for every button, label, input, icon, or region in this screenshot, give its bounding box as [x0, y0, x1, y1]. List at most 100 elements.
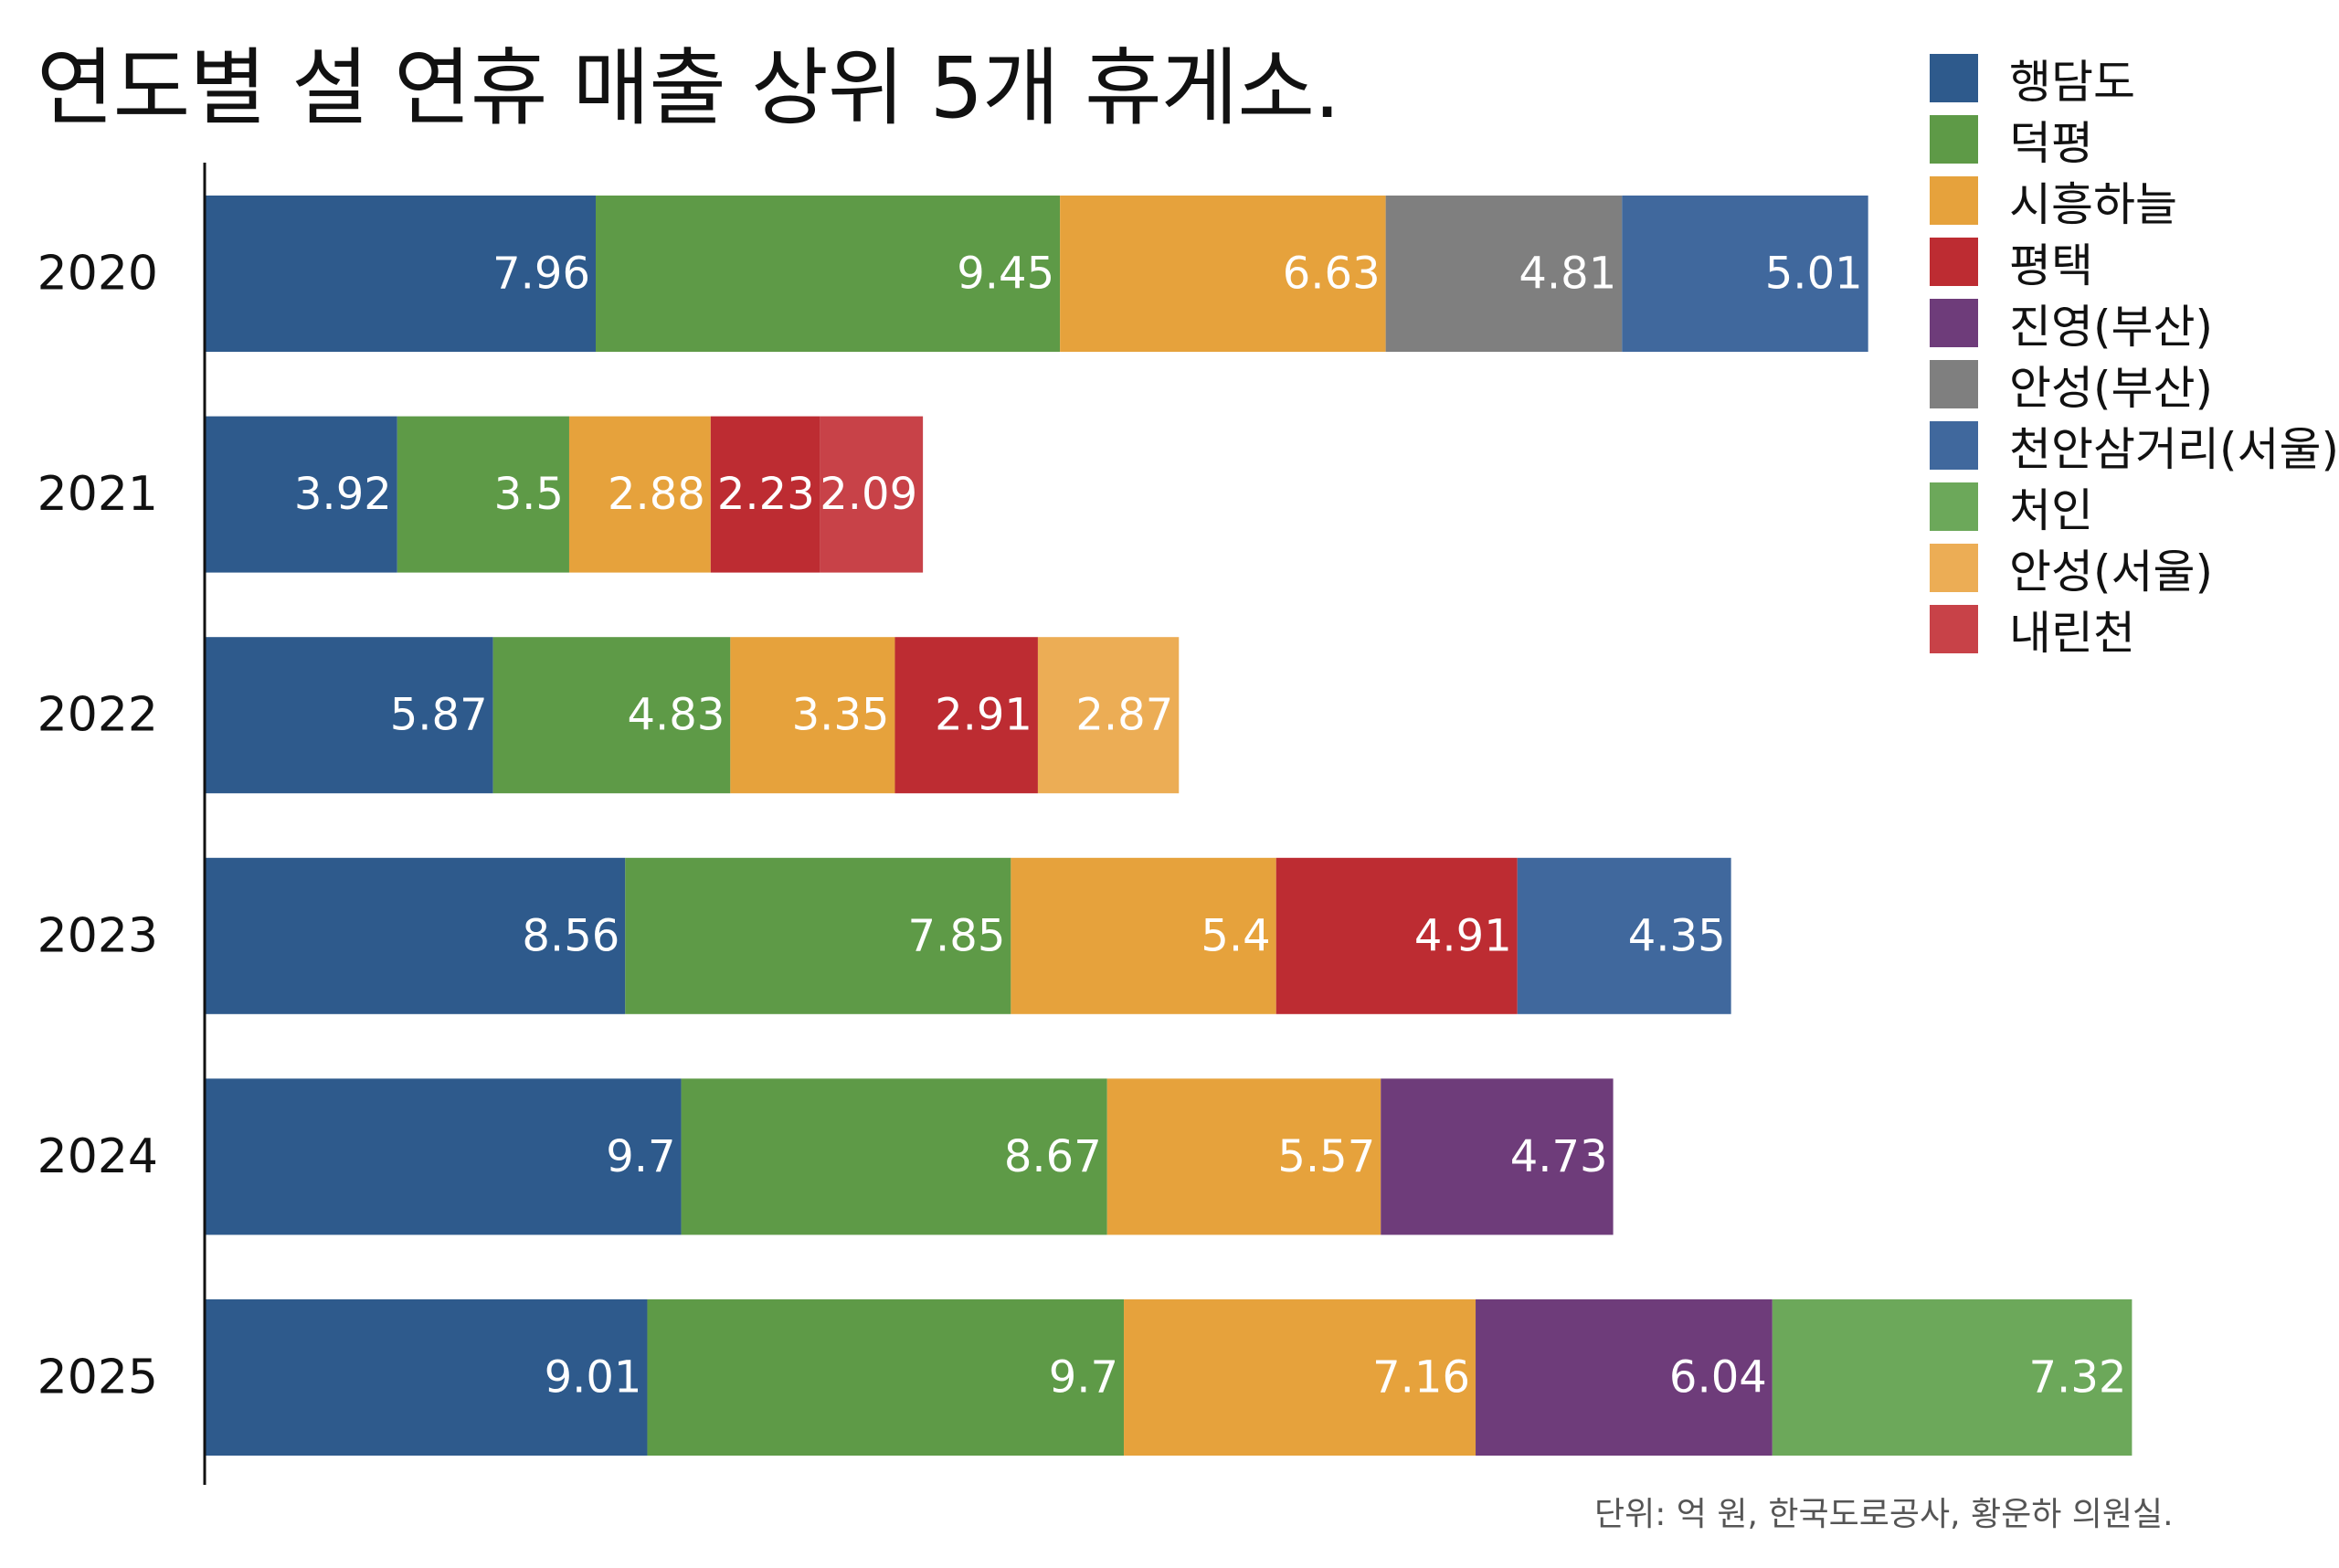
bar-value-label: 3.35: [792, 690, 890, 741]
bar-segment: [820, 416, 924, 573]
legend-item: 내린천: [1930, 599, 2339, 660]
legend-swatch: [1930, 115, 1978, 164]
bar-segment: [1011, 857, 1276, 1014]
legend-label: 행담도: [2009, 55, 2135, 109]
legend-item: 천안삼거리(서울): [1930, 415, 2339, 476]
legend-label: 내린천: [2009, 606, 2135, 660]
bar-value-label: 2.87: [1075, 690, 1173, 741]
bar-value-label: 7.32: [2029, 1352, 2127, 1404]
legend-label: 진영(부산): [2009, 300, 2214, 354]
bar-segment: [625, 857, 1011, 1014]
legend-item: 평택: [1930, 231, 2339, 292]
bar-value-label: 6.63: [1283, 249, 1381, 300]
bar-segment: [1037, 637, 1180, 794]
bar-segment: [1517, 857, 1731, 1014]
bar-segment: [397, 416, 569, 573]
y-tick-label: 2025: [37, 1351, 158, 1405]
chart-title: 연도별 설 연휴 매출 상위 5개 휴게소.: [37, 39, 1340, 137]
bar-value-label: 4.35: [1628, 910, 1726, 961]
bar-segment: [1106, 1078, 1381, 1235]
bar-value-label: 3.5: [494, 469, 564, 520]
bar-segment: [1772, 1299, 2133, 1456]
bar-segment: [647, 1299, 1125, 1456]
bar-value-label: 7.96: [492, 249, 590, 300]
y-tick-label: 2021: [37, 467, 158, 522]
y-tick-label: 2022: [37, 688, 158, 743]
bar-segment: [205, 637, 493, 794]
bar-segment: [730, 637, 895, 794]
bar-segment: [568, 416, 711, 573]
legend-label: 안성(부산): [2009, 361, 2214, 415]
legend-swatch: [1930, 360, 1978, 408]
bar-value-label: 5.01: [1765, 249, 1863, 300]
y-tick-labels: 2020 2021 2022 2023 2024 2025: [37, 247, 158, 1405]
bar-value-label: 7.85: [907, 910, 1005, 961]
bar-value-label: 5.57: [1277, 1131, 1375, 1182]
bar-value-label: 4.81: [1519, 249, 1616, 300]
source-note: 단위: 억 원, 한국도로공사, 황운하 의원실.: [1594, 1496, 2174, 1533]
bar-value-label: 9.7: [606, 1131, 675, 1182]
bar-segment: [1060, 196, 1386, 352]
bar-value-label: 4.91: [1414, 910, 1512, 961]
y-tick-label: 2023: [37, 908, 158, 963]
bar-value-label: 4.83: [627, 690, 725, 741]
legend-item: 진영(부산): [1930, 292, 2339, 354]
legend-item: 덕평: [1930, 109, 2339, 170]
legend-label: 천안삼거리(서울): [2009, 422, 2339, 476]
bar-value-label: 2.88: [608, 469, 705, 520]
legend-item: 행담도: [1930, 48, 2339, 109]
y-tick-label: 2024: [37, 1129, 158, 1184]
bar-value-label: 3.92: [294, 469, 392, 520]
bar-segment: [205, 857, 626, 1014]
legend-label: 시흥하늘: [2009, 177, 2177, 231]
legend-swatch: [1930, 176, 1978, 225]
legend-swatch: [1930, 299, 1978, 347]
bar-segment: [596, 196, 1061, 352]
bar-value-label: 8.67: [1004, 1131, 1102, 1182]
bar-segment: [1385, 196, 1623, 352]
bar-value-label: 2.91: [935, 690, 1032, 741]
bar-value-label: 9.01: [545, 1352, 642, 1404]
legend-item: 안성(서울): [1930, 537, 2339, 599]
bar-value-label: 6.04: [1669, 1352, 1767, 1404]
bar-segment: [205, 1299, 648, 1456]
legend-item: 시흥하늘: [1930, 170, 2339, 231]
labels-layer: 7.96 9.45 6.63 4.81 5.01 3.92 3.5 2.88 2.23 2.09 5…: [294, 249, 2126, 1404]
bar-segment: [681, 1078, 1107, 1235]
legend-label: 처인: [2009, 483, 2093, 537]
bar-segment: [1476, 1299, 1773, 1456]
legend-label: 안성(서울): [2009, 545, 2214, 599]
legend-item: 안성(부산): [1930, 354, 2339, 415]
bar-segment: [1381, 1078, 1614, 1235]
bar-value-label: 2.09: [820, 469, 917, 520]
bar-segment: [205, 416, 397, 573]
legend-label: 평택: [2009, 238, 2093, 292]
bar-segment: [205, 196, 597, 352]
bar-value-label: 5.87: [390, 690, 488, 741]
legend-swatch: [1930, 421, 1978, 470]
bar-segment: [894, 637, 1038, 794]
legend-swatch: [1930, 544, 1978, 592]
bar-value-label: 8.56: [522, 910, 619, 961]
legend-swatch: [1930, 482, 1978, 531]
bar-segment: [205, 1078, 682, 1235]
bar-segment: [1124, 1299, 1476, 1456]
bar-value-label: 9.7: [1049, 1352, 1118, 1404]
bar-value-label: 4.73: [1510, 1131, 1608, 1182]
legend-swatch: [1930, 238, 1978, 286]
bar-segment: [710, 416, 820, 573]
bars-layer: [205, 196, 2133, 1456]
legend-item: 처인: [1930, 476, 2339, 537]
bar-segment: [1622, 196, 1868, 352]
bar-value-label: 2.23: [717, 469, 815, 520]
bar-segment: [492, 637, 731, 794]
legend-label: 덕평: [2009, 116, 2093, 170]
bar-value-label: 9.45: [957, 249, 1054, 300]
bar-segment: [1275, 857, 1518, 1014]
bar-value-label: 5.4: [1201, 910, 1270, 961]
y-tick-label: 2020: [37, 247, 158, 302]
legend-swatch: [1930, 605, 1978, 653]
bar-value-label: 7.16: [1372, 1352, 1470, 1404]
